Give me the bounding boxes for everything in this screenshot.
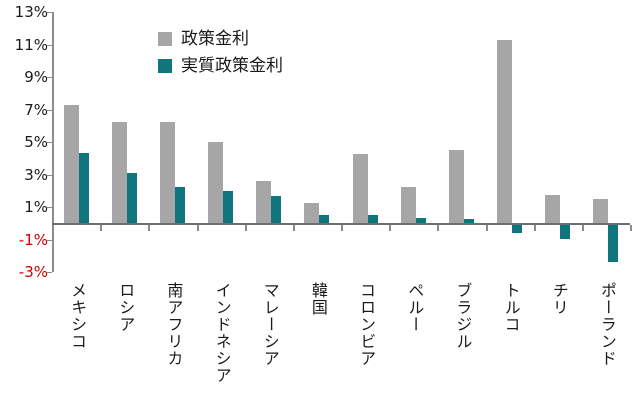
- bar-policy-5: [304, 202, 320, 224]
- x-tick-mark: [630, 225, 632, 232]
- y-tick-mark: [47, 142, 52, 143]
- bar-real-1: [126, 172, 137, 224]
- x-tick-mark: [292, 225, 295, 232]
- x-category-label-7: ペルー: [405, 282, 425, 333]
- bar-policy-3: [208, 142, 224, 224]
- x-tick-mark: [341, 225, 343, 232]
- y-tick-mark: [47, 272, 52, 273]
- x-tick-mark: [533, 225, 536, 232]
- x-category-label-0: メキシコ: [68, 282, 88, 350]
- y-tick-label: 11%: [14, 35, 48, 54]
- bar-policy-7: [400, 186, 416, 224]
- y-tick-label: 1%: [24, 198, 48, 216]
- bar-policy-4: [256, 181, 272, 224]
- x-category-label-6: コロンビア: [357, 282, 377, 367]
- bar-real-2: [174, 186, 185, 224]
- y-tick-mark: [47, 207, 52, 208]
- x-tick-mark: [389, 225, 392, 232]
- x-tick-mark: [485, 225, 488, 232]
- x-tick-mark: [100, 225, 103, 232]
- x-tick-mark: [437, 225, 440, 232]
- x-tick-mark: [581, 225, 584, 232]
- bar-policy-10: [545, 194, 561, 224]
- bar-policy-9: [497, 40, 513, 224]
- y-tick-mark: [47, 174, 52, 176]
- legend-label: 政策金利: [181, 29, 249, 49]
- bar-policy-11: [593, 198, 609, 224]
- y-axis-line: [52, 12, 54, 272]
- y-tick-label: 9%: [24, 68, 48, 86]
- y-tick-label: -3%: [18, 263, 48, 281]
- x-category-label-3: インドネシア: [212, 282, 232, 384]
- y-tick-label: -1%: [18, 230, 48, 249]
- x-category-label-1: ロシア: [116, 282, 136, 333]
- bar-real-6: [367, 215, 378, 224]
- legend: 政策金利実質政策金利: [158, 30, 283, 84]
- y-tick-mark: [47, 77, 52, 78]
- x-category-label-2: 南アフリカ: [164, 282, 184, 367]
- x-category-label-8: ブラジル: [453, 282, 473, 350]
- bar-policy-0: [63, 105, 79, 224]
- x-category-label-9: トルコ: [501, 282, 521, 333]
- x-category-label-4: マレーシア: [260, 282, 280, 367]
- x-category-label-10: チリ: [549, 282, 569, 316]
- legend-swatch-icon: [158, 59, 172, 73]
- x-axis-baseline: [52, 223, 630, 226]
- bar-real-5: [319, 215, 330, 224]
- x-tick-mark: [52, 225, 54, 232]
- x-tick-mark: [148, 225, 151, 232]
- y-tick-mark: [47, 12, 52, 13]
- legend-swatch-icon: [158, 32, 172, 46]
- bar-real-10: [560, 225, 571, 240]
- x-category-label-11: ポーランド: [597, 282, 617, 367]
- y-tick-label: 5%: [24, 133, 48, 151]
- y-tick-mark: [47, 109, 52, 111]
- bar-policy-2: [159, 121, 175, 224]
- y-tick-label: 13%: [14, 3, 48, 21]
- legend-label: 実質政策金利: [181, 56, 283, 76]
- bar-policy-6: [352, 154, 368, 224]
- x-tick-mark: [196, 225, 199, 232]
- bar-real-4: [271, 195, 282, 224]
- y-tick-mark: [47, 44, 52, 46]
- legend-item-policy: 政策金利: [158, 30, 283, 48]
- y-tick-label: 3%: [24, 165, 48, 184]
- bar-real-3: [223, 190, 234, 224]
- bar-policy-1: [111, 121, 127, 224]
- y-tick-label: 7%: [24, 100, 48, 119]
- x-category-label-5: 韓国: [308, 282, 328, 316]
- bar-real-7: [415, 218, 426, 224]
- legend-item-real: 実質政策金利: [158, 57, 283, 75]
- y-tick-mark: [47, 239, 52, 241]
- x-tick-mark: [244, 225, 247, 232]
- bar-real-9: [512, 225, 523, 234]
- bar-real-0: [78, 153, 89, 224]
- bar-real-11: [608, 225, 619, 262]
- bar-real-8: [463, 219, 474, 224]
- bar-policy-8: [448, 150, 464, 224]
